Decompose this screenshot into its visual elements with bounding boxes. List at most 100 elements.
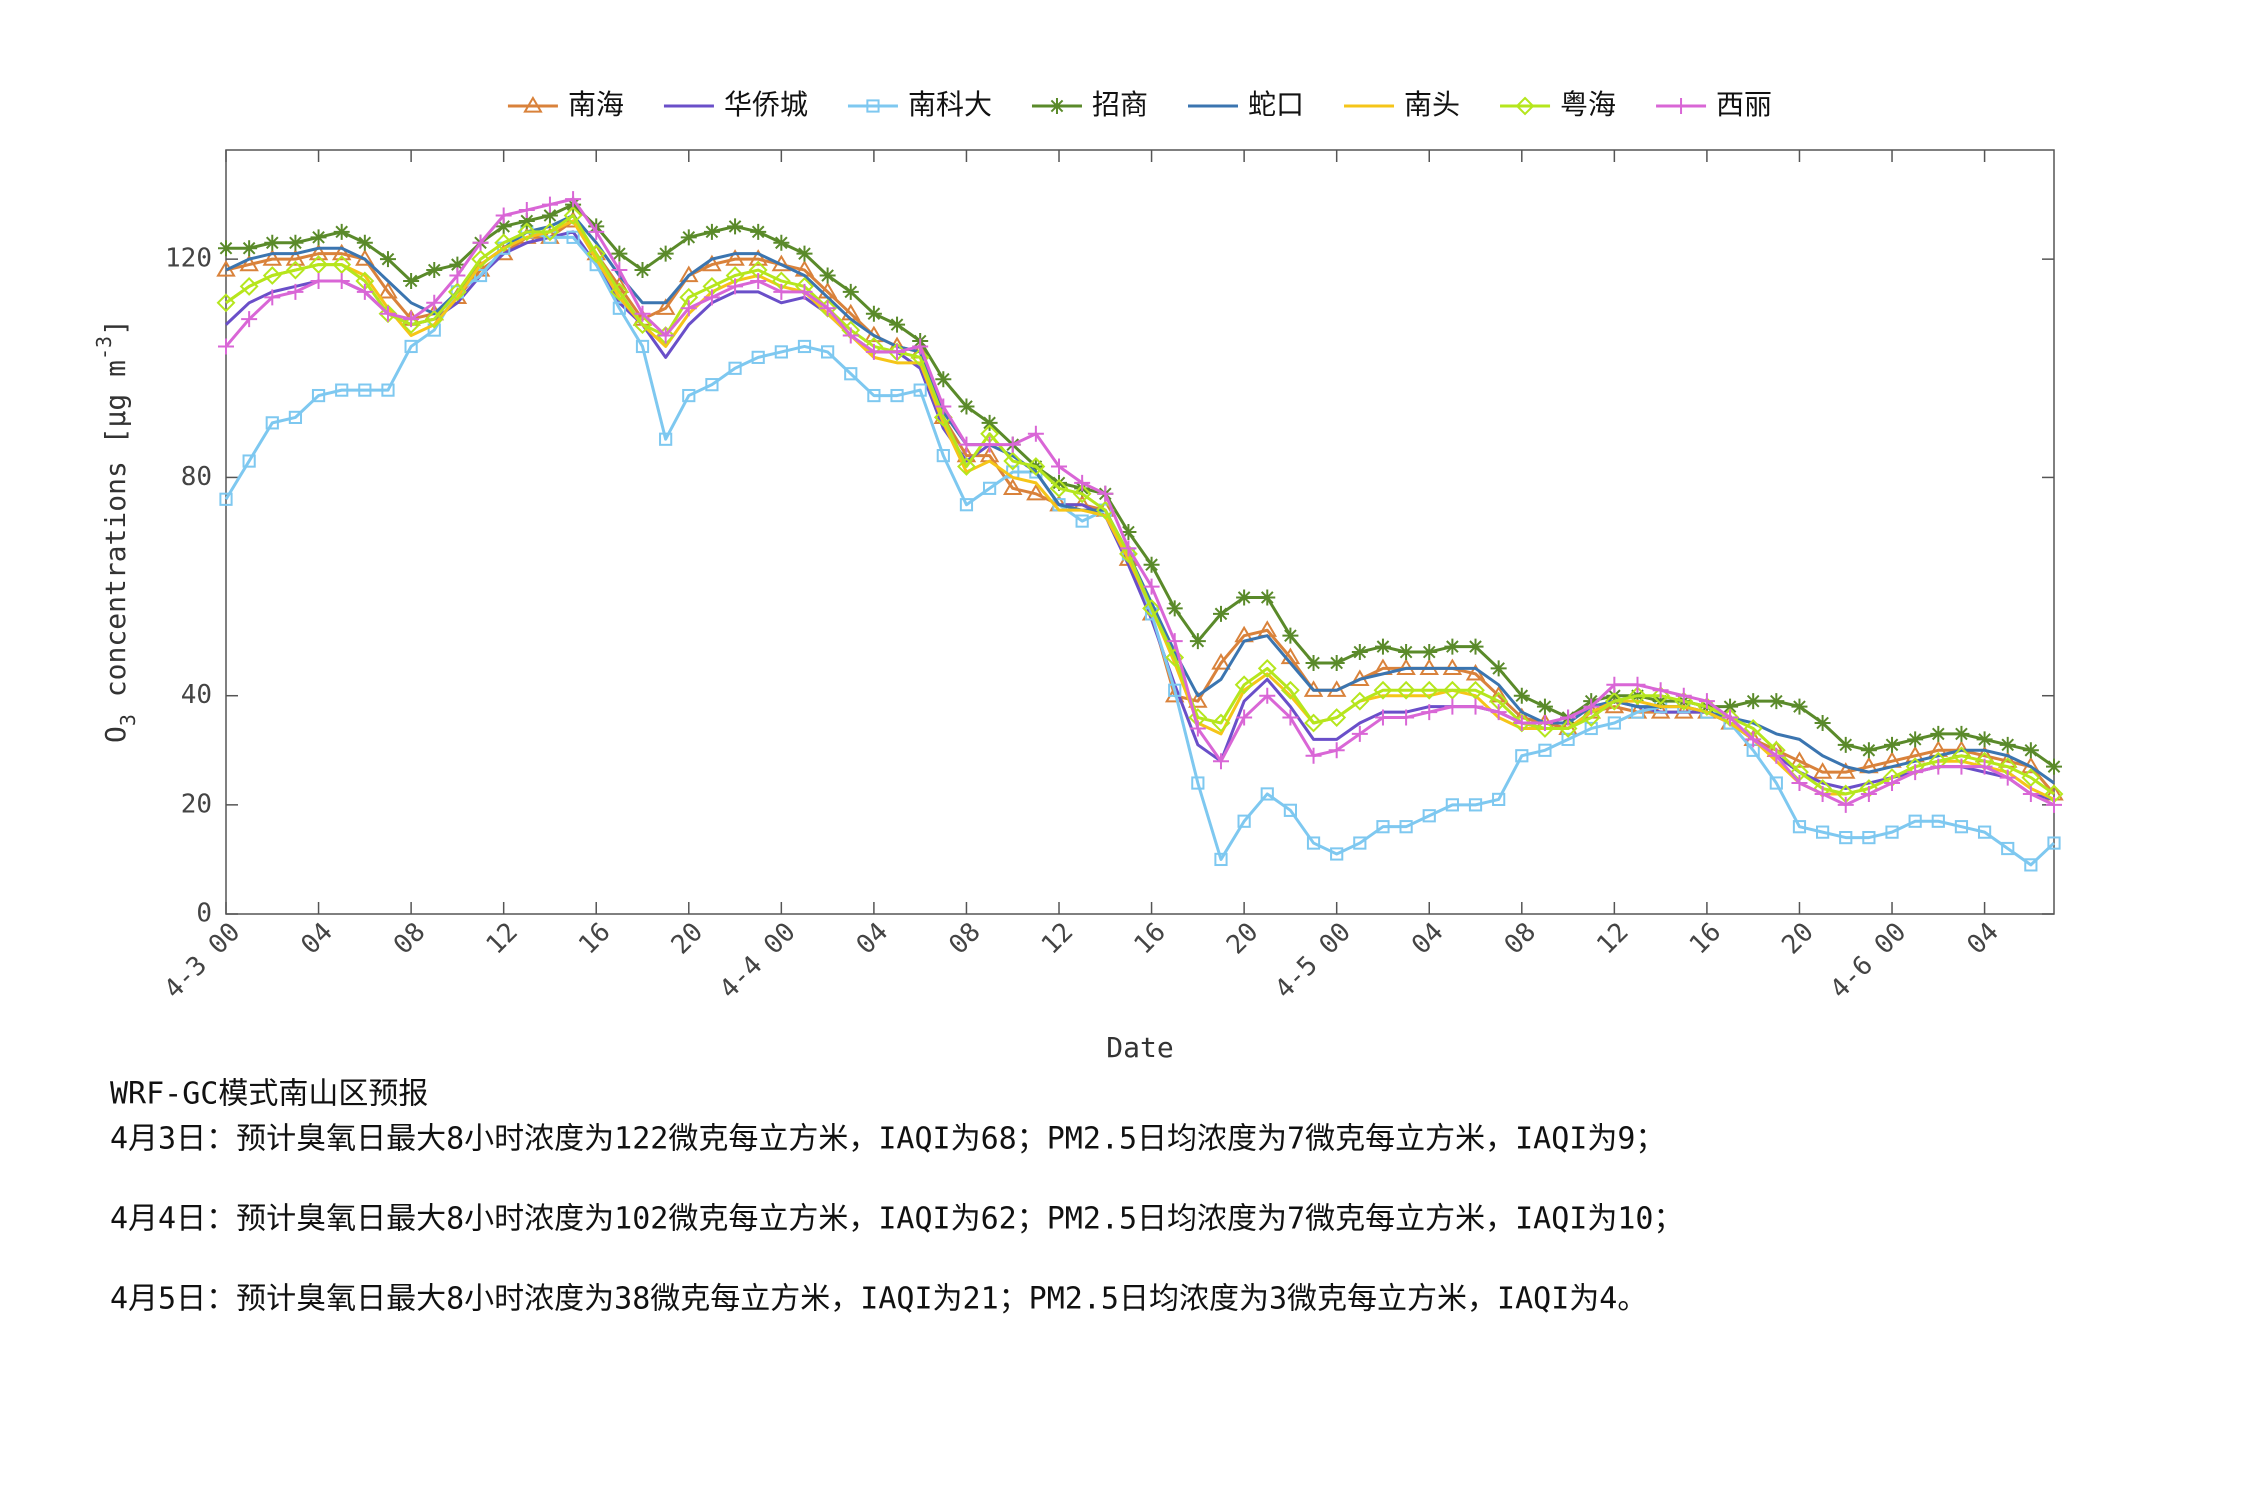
marker	[1607, 716, 1621, 730]
marker	[634, 305, 651, 322]
marker	[890, 388, 904, 403]
marker	[541, 207, 558, 224]
marker	[750, 272, 767, 289]
marker	[1097, 485, 1114, 502]
marker	[1907, 764, 1924, 781]
marker	[379, 305, 396, 322]
marker	[1211, 713, 1231, 733]
marker	[1373, 680, 1393, 700]
marker	[1143, 578, 1160, 595]
marker	[1234, 675, 1254, 695]
marker	[265, 416, 279, 430]
marker	[1398, 709, 1415, 726]
marker	[218, 240, 234, 257]
marker	[311, 388, 326, 403]
marker	[2001, 841, 2015, 856]
y-tick-label: 40	[181, 680, 212, 710]
marker	[1536, 698, 1553, 715]
legend-item: 西丽	[1656, 88, 1772, 121]
marker	[1769, 776, 1783, 790]
legend-label: 蛇口	[1248, 88, 1304, 121]
y-axis-label-part: concentrations [μg m	[99, 360, 132, 714]
marker	[1257, 659, 1277, 678]
legend-label: 华侨城	[724, 88, 808, 121]
marker	[1515, 749, 1529, 763]
marker	[333, 272, 350, 289]
legend-item: 蛇口	[1188, 88, 1304, 121]
marker	[1350, 691, 1370, 711]
marker	[1560, 709, 1577, 726]
marker	[1860, 742, 1877, 759]
marker	[1884, 736, 1901, 753]
marker	[1628, 686, 1647, 706]
marker	[1212, 753, 1229, 770]
marker	[1768, 747, 1785, 764]
y-axis-label-part: ]	[99, 319, 132, 336]
x-tick-label: 4-6 00	[1825, 917, 1913, 1005]
series-line	[225, 219, 2055, 801]
marker	[1419, 680, 1439, 700]
marker	[1027, 425, 1044, 442]
marker	[1673, 98, 1690, 114]
marker	[1885, 825, 1899, 839]
marker	[866, 99, 880, 113]
marker	[1930, 725, 1947, 742]
y-tick-label: 0	[196, 899, 212, 929]
marker	[1282, 709, 1299, 726]
x-tick-label: 04	[851, 917, 894, 960]
marker	[1328, 654, 1345, 671]
marker	[1191, 776, 1205, 790]
marker	[611, 262, 628, 279]
marker	[1305, 654, 1322, 671]
marker	[1398, 644, 1415, 661]
marker	[935, 371, 952, 388]
marker	[495, 218, 512, 235]
marker	[728, 361, 742, 375]
marker	[1004, 436, 1021, 453]
marker	[680, 300, 697, 317]
marker	[309, 255, 328, 275]
marker	[241, 240, 258, 257]
marker	[1422, 809, 1436, 823]
marker	[403, 311, 420, 328]
marker	[1143, 556, 1160, 573]
marker	[1002, 478, 1023, 495]
marker	[517, 222, 537, 242]
marker	[1304, 713, 1323, 733]
marker	[1119, 544, 1138, 564]
marker	[1283, 803, 1298, 817]
marker	[1954, 820, 1969, 834]
marker	[1492, 792, 1506, 806]
marker	[1791, 698, 1808, 715]
marker	[611, 245, 628, 262]
legend-item: 南海	[507, 88, 624, 121]
legend-label: 南海	[568, 88, 624, 121]
marker	[1745, 731, 1762, 748]
marker	[1165, 648, 1185, 667]
legend-item: 南头	[1344, 88, 1460, 121]
y-axis-label-part: -3	[92, 336, 116, 360]
marker	[958, 398, 975, 415]
marker	[1999, 736, 2016, 753]
marker	[635, 339, 650, 354]
marker	[889, 316, 906, 333]
y-tick-label: 20	[181, 789, 212, 819]
marker	[1074, 474, 1091, 491]
marker	[1722, 709, 1739, 726]
marker	[356, 234, 373, 251]
marker	[287, 283, 304, 300]
marker	[218, 338, 234, 355]
marker	[1513, 687, 1530, 704]
marker	[1142, 598, 1161, 618]
marker	[1606, 687, 1623, 704]
marker	[2022, 785, 2039, 802]
marker	[1538, 743, 1552, 757]
marker	[936, 449, 950, 463]
marker	[1048, 98, 1065, 114]
marker	[333, 223, 350, 240]
marker	[1376, 820, 1390, 834]
marker	[796, 283, 813, 300]
marker	[1583, 698, 1600, 715]
marker	[1444, 638, 1461, 655]
forecast-line: 4月5日：预计臭氧日最大8小时浓度为38微克每立方米，IAQI为21；PM2.5…	[110, 1282, 1647, 1317]
